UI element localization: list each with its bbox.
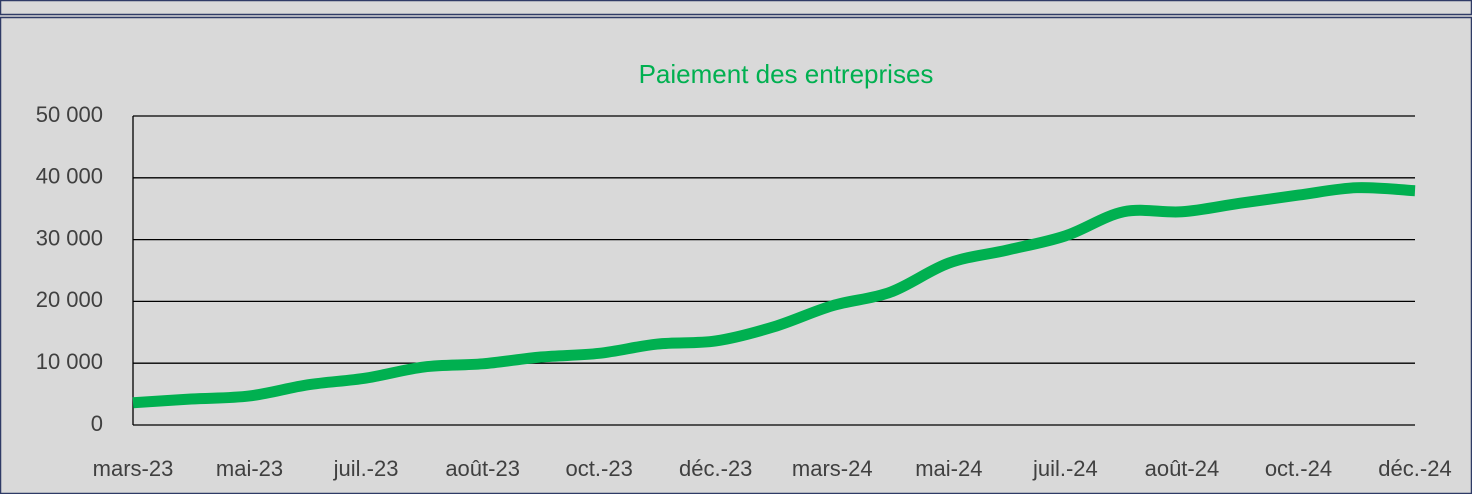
- x-tick-label: août-23: [445, 456, 520, 481]
- x-tick-label: déc.-24: [1378, 456, 1451, 481]
- x-tick-label: oct.-23: [566, 456, 633, 481]
- x-tick-label: juil.-24: [1032, 456, 1098, 481]
- y-tick-label: 20 000: [36, 287, 103, 312]
- x-tick-label: mai-23: [216, 456, 283, 481]
- chart-title: Paiement des entreprises: [639, 59, 934, 89]
- x-tick-label: août-24: [1145, 456, 1220, 481]
- x-tick-label: mars-24: [792, 456, 873, 481]
- y-tick-label: 50 000: [36, 102, 103, 127]
- y-tick-label: 0: [91, 411, 103, 436]
- y-tick-label: 10 000: [36, 349, 103, 374]
- x-tick-label: oct.-24: [1265, 456, 1332, 481]
- x-tick-label: juil.-23: [333, 456, 399, 481]
- y-tick-label: 40 000: [36, 164, 103, 189]
- top-strip: [0, 0, 1472, 16]
- x-tick-label: mai-24: [915, 456, 982, 481]
- data-line: [132, 182, 1416, 409]
- x-tick-label: mars-23: [93, 456, 174, 481]
- y-tick-label: 30 000: [36, 225, 103, 250]
- chart-frame: [0, 16, 1472, 494]
- x-tick-label: déc.-23: [679, 456, 752, 481]
